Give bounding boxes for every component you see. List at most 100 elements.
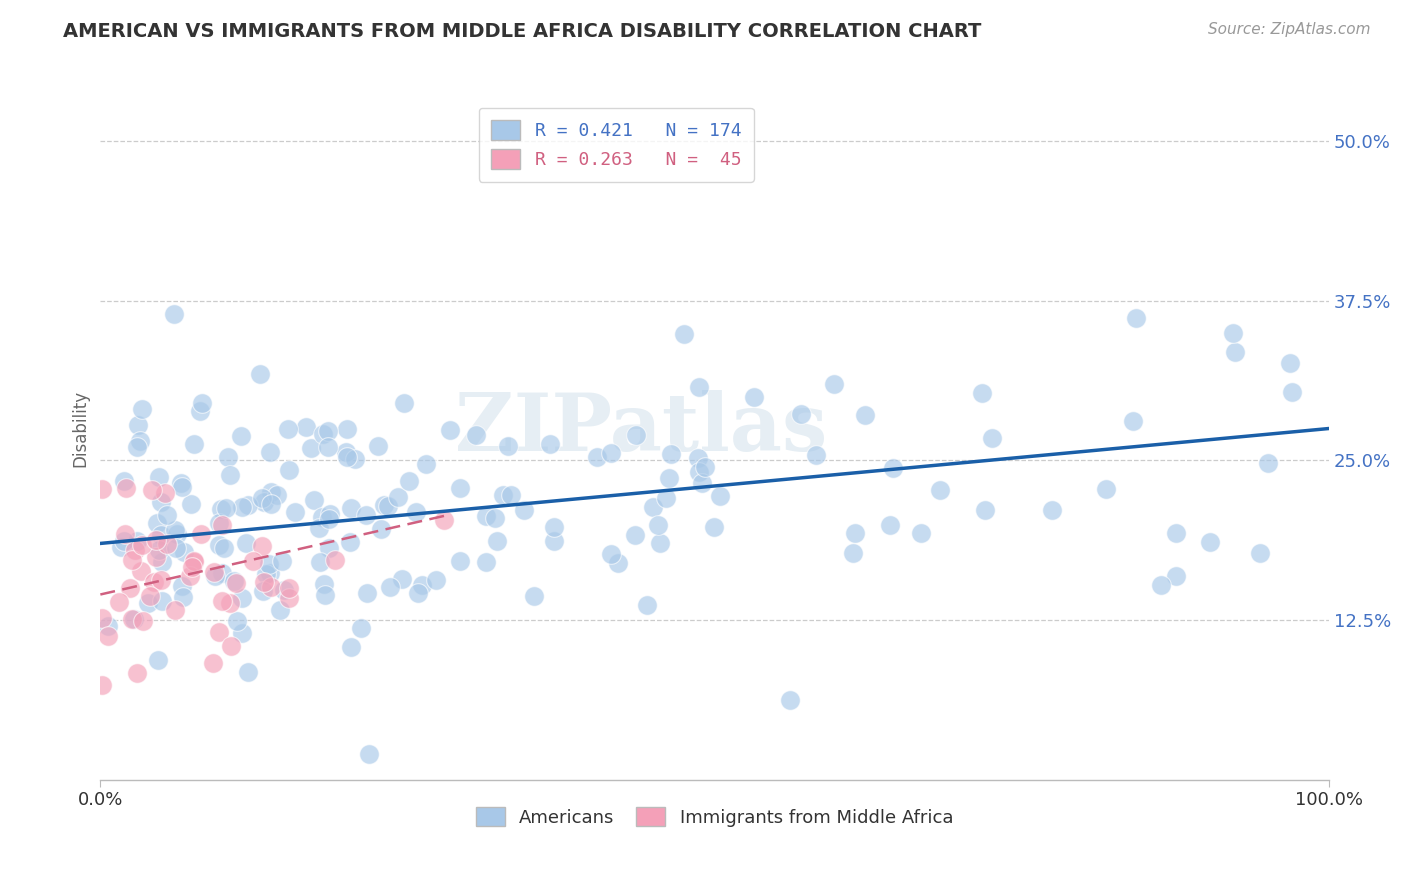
Point: [1222, 326, 1244, 340]
Point: [449, 554, 471, 568]
Point: [183, 554, 205, 568]
Point: [464, 428, 486, 442]
Point: [336, 421, 359, 435]
Point: [624, 527, 647, 541]
Point: [339, 501, 361, 516]
Point: [145, 533, 167, 547]
Point: [853, 409, 876, 423]
Point: [538, 437, 561, 451]
Point: [215, 501, 238, 516]
Point: [688, 451, 710, 466]
Point: [278, 591, 301, 605]
Point: [254, 566, 277, 581]
Point: [405, 505, 427, 519]
Point: [90, 482, 112, 496]
Point: [217, 450, 239, 464]
Point: [253, 575, 276, 590]
Point: [312, 426, 335, 441]
Point: [266, 488, 288, 502]
Point: [180, 496, 202, 510]
Point: [173, 544, 195, 558]
Point: [201, 656, 224, 670]
Point: [150, 495, 173, 509]
Point: [249, 367, 271, 381]
Point: [1040, 502, 1063, 516]
Point: [166, 527, 188, 541]
Point: [742, 390, 765, 404]
Point: [1281, 385, 1303, 400]
Point: [110, 540, 132, 554]
Point: [238, 665, 260, 679]
Point: [148, 543, 170, 558]
Point: [208, 516, 231, 530]
Point: [367, 439, 389, 453]
Point: [475, 508, 498, 523]
Point: [474, 555, 496, 569]
Point: [357, 747, 380, 761]
Point: [118, 582, 141, 596]
Point: [309, 555, 332, 569]
Point: [339, 535, 361, 549]
Point: [295, 419, 318, 434]
Point: [190, 527, 212, 541]
Point: [121, 612, 143, 626]
Point: [170, 480, 193, 494]
Point: [1257, 456, 1279, 470]
Point: [356, 586, 378, 600]
Point: [90, 611, 112, 625]
Point: [91, 678, 114, 692]
Point: [658, 471, 681, 485]
Point: [97, 629, 120, 643]
Point: [202, 565, 225, 579]
Point: [672, 327, 695, 342]
Point: [122, 612, 145, 626]
Point: [260, 484, 283, 499]
Point: [253, 494, 276, 508]
Point: [273, 583, 295, 598]
Point: [1279, 356, 1302, 370]
Point: [879, 518, 901, 533]
Point: [277, 422, 299, 436]
Point: [131, 538, 153, 552]
Point: [121, 553, 143, 567]
Point: [148, 469, 170, 483]
Y-axis label: Disability: Disability: [72, 390, 89, 467]
Point: [415, 457, 437, 471]
Point: [688, 465, 710, 479]
Point: [235, 536, 257, 550]
Point: [163, 307, 186, 321]
Point: [302, 493, 325, 508]
Point: [370, 522, 392, 536]
Point: [391, 572, 413, 586]
Point: [108, 595, 131, 609]
Point: [231, 429, 253, 443]
Point: [425, 573, 447, 587]
Point: [690, 476, 713, 491]
Point: [252, 583, 274, 598]
Point: [231, 591, 253, 605]
Point: [165, 523, 187, 537]
Point: [650, 535, 672, 549]
Point: [141, 483, 163, 497]
Point: [790, 407, 813, 421]
Point: [398, 474, 420, 488]
Point: [250, 491, 273, 506]
Point: [132, 614, 155, 628]
Point: [212, 541, 235, 555]
Point: [259, 566, 281, 580]
Point: [269, 603, 291, 617]
Point: [1223, 345, 1246, 359]
Point: [318, 512, 340, 526]
Point: [129, 564, 152, 578]
Point: [150, 527, 173, 541]
Point: [211, 566, 233, 580]
Point: [150, 573, 173, 587]
Point: [278, 462, 301, 476]
Point: [693, 459, 716, 474]
Point: [841, 546, 863, 560]
Point: [340, 640, 363, 655]
Point: [882, 460, 904, 475]
Point: [624, 427, 647, 442]
Point: [823, 377, 845, 392]
Point: [183, 437, 205, 451]
